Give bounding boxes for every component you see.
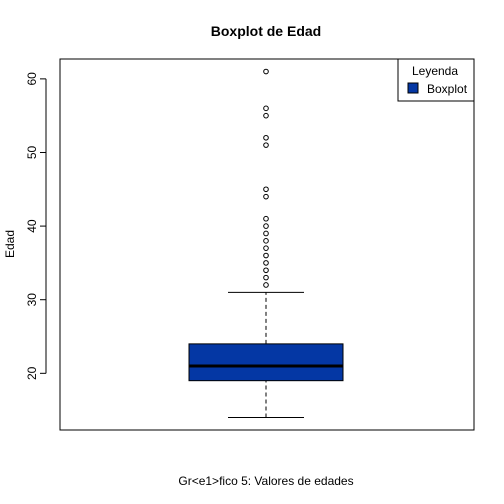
outlier-point-1 (264, 275, 269, 280)
y-tick-label-40: 40 (25, 219, 39, 233)
y-tick-label-30: 30 (25, 293, 39, 307)
outlier-point-14 (264, 113, 269, 118)
boxplot (189, 69, 343, 417)
outlier-point-16 (264, 69, 269, 74)
y-tick-label-20: 20 (25, 366, 39, 380)
outlier-point-0 (264, 283, 269, 288)
legend-label-boxplot: Boxplot (427, 82, 468, 96)
legend: Leyenda Boxplot (398, 59, 474, 101)
outlier-point-2 (264, 268, 269, 273)
legend-swatch-boxplot (408, 83, 418, 93)
y-axis: 20 30 40 50 60 (25, 72, 46, 380)
outlier-point-3 (264, 261, 269, 266)
outlier-point-8 (264, 224, 269, 229)
outlier-point-6 (264, 239, 269, 244)
outlier-point-12 (264, 143, 269, 148)
outlier-point-13 (264, 135, 269, 140)
legend-title: Leyenda (412, 64, 458, 78)
outlier-point-4 (264, 253, 269, 258)
outlier-point-7 (264, 231, 269, 236)
outlier-point-9 (264, 216, 269, 221)
chart-title: Boxplot de Edad (211, 23, 321, 39)
outlier-point-11 (264, 187, 269, 192)
y-tick-label-50: 50 (25, 145, 39, 159)
x-axis-label: Gr<e1>fico 5: Valores de edades (178, 474, 353, 488)
y-axis-label: Edad (3, 230, 17, 258)
interquartile-box (189, 344, 343, 381)
outlier-point-5 (264, 246, 269, 251)
y-tick-label-60: 60 (25, 72, 39, 86)
outlier-point-15 (264, 106, 269, 111)
outlier-point-10 (264, 194, 269, 199)
